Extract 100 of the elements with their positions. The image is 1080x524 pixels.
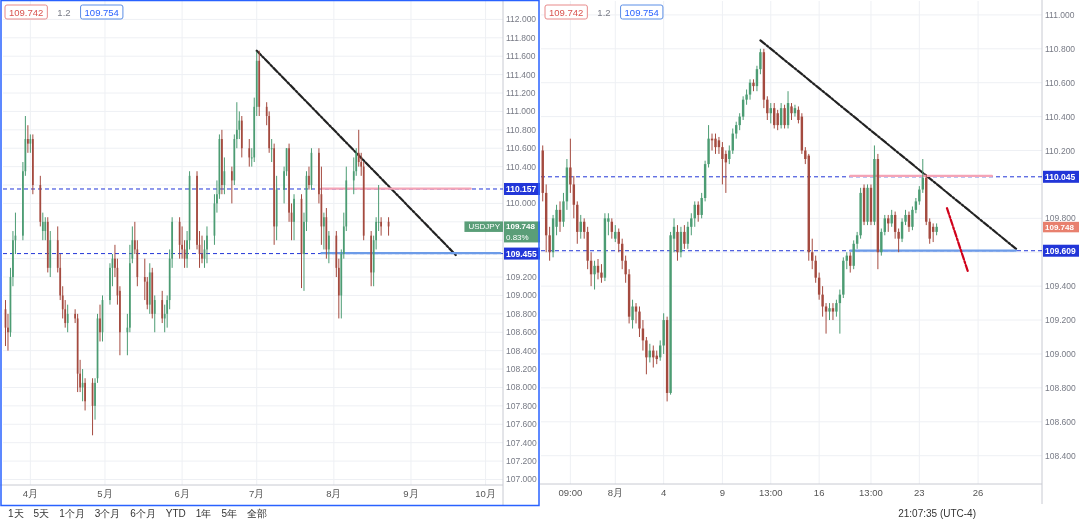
candlestick: [293, 193, 295, 241]
candlestick: [41, 212, 44, 241]
candlestick: [248, 138, 251, 168]
x-tick-label: 23: [914, 487, 925, 498]
candlestick: [776, 109, 779, 131]
candlestick: [66, 304, 69, 333]
y-tick-label: 108.200: [506, 364, 537, 375]
y-tick-label: 108.800: [1045, 382, 1076, 393]
x-tick-label: 4: [661, 487, 667, 498]
y-tick-label: 111.600: [506, 51, 536, 62]
ref-line-label: 110.157: [506, 183, 537, 194]
x-tick-label: 4月: [22, 488, 39, 499]
y-tick-label: 108.000: [506, 382, 537, 393]
x-tick-label: 10月: [475, 488, 496, 499]
candlestick: [714, 133, 717, 155]
y-tick-label: 107.600: [506, 419, 537, 430]
candlestick: [31, 133, 34, 195]
ref-line-label: 110.045: [1045, 171, 1076, 182]
y-tick-label: 110.400: [1045, 111, 1076, 122]
candlestick: [328, 230, 330, 264]
text: 5年: [221, 508, 237, 519]
text: 1个月: [59, 508, 85, 519]
candlestick: [593, 260, 596, 291]
text: 1年: [195, 508, 212, 519]
candlestick: [270, 138, 273, 163]
x-tick-label: 7月: [249, 488, 265, 499]
y-tick-label: 107.000: [506, 474, 537, 485]
y-tick-label: 109.800: [1045, 213, 1076, 224]
ref-line-label: 109.455: [506, 248, 537, 259]
annotation: 109.742: [549, 6, 584, 18]
y-tick-label: 110.600: [506, 143, 537, 154]
x-tick-label: 5月: [97, 488, 113, 499]
candlestick: [683, 224, 686, 250]
text: 0.83%: [506, 232, 529, 242]
y-tick-label: 110.800: [1045, 43, 1076, 54]
y-tick-label: 107.400: [506, 437, 537, 448]
annotation: 109.742: [9, 6, 44, 18]
text: 109.748: [506, 222, 536, 232]
candlestick: [44, 216, 47, 241]
text: 109.748: [1045, 222, 1075, 232]
y-tick-label: 109.200: [1045, 315, 1076, 326]
candlestick: [308, 166, 310, 191]
annotation: USDJPY: [468, 222, 501, 232]
candlestick: [652, 344, 655, 369]
text: 21:07:35 (UTC-4): [898, 508, 976, 519]
y-tick-label: 110.200: [1045, 145, 1076, 156]
y-tick-label: 111.800: [506, 32, 536, 43]
text: 1天: [8, 508, 24, 519]
y-tick-label: 110.400: [506, 161, 537, 172]
x-tick-label: 16: [813, 487, 825, 498]
y-tick-label: 110.600: [1045, 77, 1076, 88]
y-tick-label: 108.600: [1045, 416, 1076, 427]
annotation: 109.754: [84, 6, 119, 18]
candlestick: [99, 304, 101, 342]
y-tick-label: 110.800: [506, 124, 537, 135]
text: 3个月: [94, 508, 121, 519]
annotation: 1.2: [597, 6, 611, 18]
y-tick-label: 108.600: [506, 327, 537, 338]
y-tick-label: 109.000: [1045, 348, 1076, 359]
candlestick: [783, 104, 786, 129]
ref-line-label: 109.609: [1045, 245, 1076, 256]
x-tick-label: 13:00: [758, 487, 783, 498]
text: 全部: [246, 508, 267, 519]
candlestick: [230, 166, 233, 204]
y-tick-label: 107.800: [506, 400, 537, 411]
x-tick-label: 26: [972, 487, 984, 498]
y-tick-label: 107.200: [506, 456, 537, 467]
x-tick-label: 13:00: [859, 487, 883, 498]
candlestick: [676, 224, 679, 262]
candlestick: [600, 263, 603, 284]
y-tick-label: 111.000: [506, 106, 536, 117]
y-tick-label: 111.200: [506, 88, 536, 99]
candlestick: [206, 225, 208, 264]
text: 5天: [33, 508, 50, 519]
x-tick-label: 8月: [326, 488, 342, 499]
candlestick: [153, 294, 156, 333]
x-tick-label: 6月: [174, 488, 190, 499]
text: YTD: [165, 508, 186, 519]
annotation: 109.754: [624, 6, 659, 18]
y-tick-label: 109.200: [506, 272, 537, 283]
y-tick-label: 109.400: [1045, 281, 1076, 292]
y-tick-label: 109.000: [506, 290, 537, 301]
candlestick: [323, 212, 325, 250]
y-tick-label: 108.400: [506, 345, 537, 356]
candlestick: [380, 216, 382, 237]
y-tick-label: 111.000: [1045, 9, 1075, 20]
y-tick-label: 108.800: [506, 308, 537, 319]
candlestick: [84, 377, 86, 411]
x-tick-label: 9月: [403, 488, 419, 499]
candlestick: [221, 129, 223, 195]
y-tick-label: 110.000: [506, 198, 537, 209]
y-tick-label: 112.000: [506, 14, 537, 25]
candlestick: [201, 235, 203, 264]
text: 6个月: [130, 508, 156, 519]
candlestick: [631, 299, 634, 330]
x-tick-label: 9: [719, 487, 726, 498]
annotation: 1.2: [57, 6, 71, 18]
y-tick-label: 108.400: [1045, 450, 1076, 461]
y-tick-label: 111.400: [506, 69, 536, 80]
x-tick-label: 8月: [607, 487, 623, 498]
